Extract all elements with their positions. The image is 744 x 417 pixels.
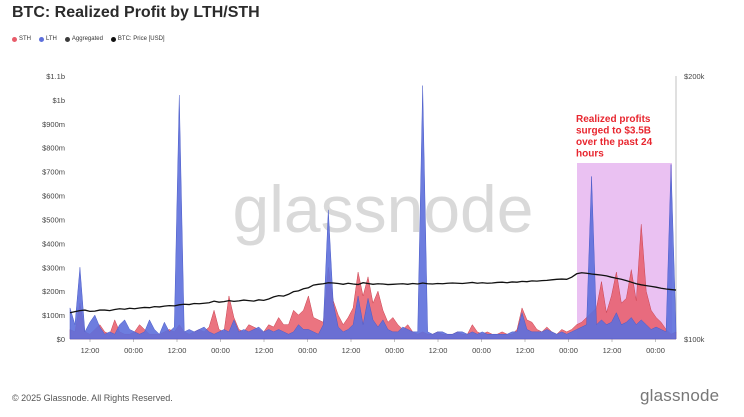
footer-copyright: © 2025 Glassnode. All Rights Reserved.	[12, 393, 173, 403]
glassnode-logo: glassnode	[640, 386, 720, 405]
x-tick-label-5: 00:00	[298, 346, 317, 355]
x-tick-label-11: 00:00	[559, 346, 578, 355]
legend-item-aggregated[interactable]: Aggregated	[64, 36, 103, 42]
y-tick-label-6: $600m	[42, 192, 65, 201]
x-tick-label-1: 00:00	[124, 346, 143, 355]
annotation-line-3: hours	[576, 149, 604, 160]
chart-plot: glassnode $0 $100m $200m $300m $400m $500m $600…	[42, 72, 705, 355]
y-right-tick-label-1: $200k	[684, 72, 705, 81]
legend-swatch-aggregated	[64, 36, 70, 42]
legend-label-price: BTC: Price [USD]	[117, 36, 165, 42]
y-right-tick-label-0: $100k	[684, 335, 705, 344]
legend-label-sth: STH	[19, 36, 31, 42]
x-tick-label-12: 12:00	[603, 346, 622, 355]
x-tick-label-7: 00:00	[385, 346, 404, 355]
y-tick-label-9: $900m	[42, 120, 65, 129]
series-lth-area	[69, 85, 677, 340]
legend-label-aggregated: Aggregated	[71, 36, 103, 42]
legend-swatch-lth	[39, 36, 44, 42]
legend-swatch-sth	[12, 36, 17, 42]
legend-item-lth[interactable]: LTH	[39, 36, 57, 42]
y-tick-label-5: $500m	[42, 215, 65, 224]
x-tick-label-4: 12:00	[255, 346, 274, 355]
y-tick-label-1: $100m	[42, 311, 65, 320]
legend-item-price[interactable]: BTC: Price [USD]	[110, 36, 165, 42]
x-tick-label-3: 00:00	[211, 346, 230, 355]
y-tick-label-3: $300m	[42, 263, 65, 272]
y-tick-label-8: $800m	[42, 144, 65, 153]
annotation-line-1: surged to $3.5B	[576, 126, 651, 137]
legend: STH LTH Aggregated BTC: Price [USD]	[12, 36, 165, 42]
x-tick-label-8: 12:00	[429, 346, 448, 355]
y-tick-label-4: $400m	[42, 239, 65, 248]
legend-item-sth[interactable]: STH	[12, 36, 31, 42]
x-tick-label-6: 12:00	[342, 346, 361, 355]
y-tick-label-7: $700m	[42, 168, 65, 177]
y-tick-label-2: $200m	[42, 287, 65, 296]
x-tick-label-13: 00:00	[646, 346, 665, 355]
y-tick-label-0: $0	[57, 335, 65, 344]
legend-swatch-price	[110, 36, 116, 42]
x-tick-label-0: 12:00	[81, 346, 100, 355]
watermark: glassnode	[233, 172, 534, 246]
annotation-line-2: over the past 24	[576, 137, 653, 148]
x-tick-label-2: 12:00	[168, 346, 187, 355]
annotation-line-0: Realized profits	[576, 114, 651, 125]
chart-title: BTC: Realized Profit by LTH/STH	[12, 4, 260, 21]
y-tick-label-11: $1.1b	[46, 72, 65, 81]
legend-label-lth: LTH	[46, 36, 57, 42]
y-tick-label-10: $1b	[52, 96, 65, 105]
x-tick-label-10: 12:00	[516, 346, 535, 355]
series-price-line	[69, 272, 677, 314]
x-tick-label-9: 00:00	[472, 346, 491, 355]
